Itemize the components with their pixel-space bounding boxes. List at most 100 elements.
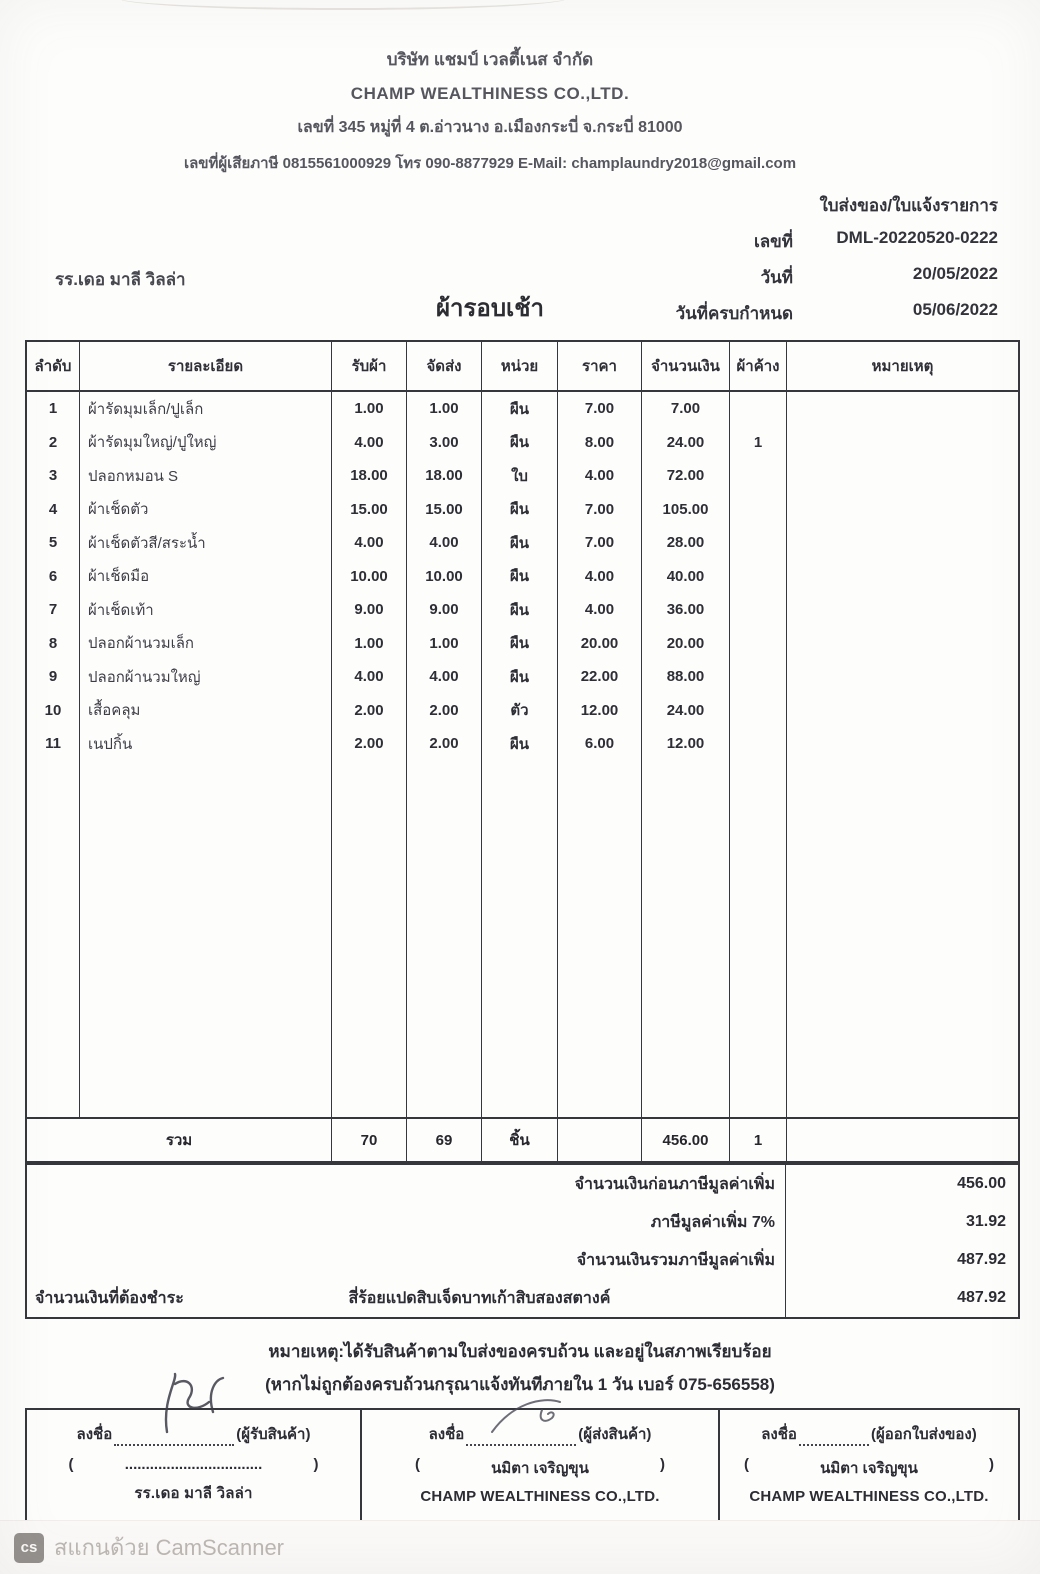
header-price: ราคา bbox=[558, 342, 642, 390]
paren-close: ) bbox=[659, 1456, 665, 1473]
row-unit: ผืน bbox=[482, 492, 558, 526]
table-row: 7 ผ้าเช็ดเท้า 9.00 9.00 ผืน 4.00 36.00 bbox=[27, 593, 1018, 627]
row-description: ผ้าเช็ดตัว bbox=[80, 492, 332, 526]
row-no: 10 bbox=[27, 693, 80, 727]
row-remark bbox=[787, 392, 1018, 426]
row-unit: ผืน bbox=[482, 526, 558, 560]
row-received: 1.00 bbox=[332, 626, 407, 660]
row-received: 2.00 bbox=[332, 727, 407, 761]
document-type: ใบส่งของ/ใบแจ้งรายการ bbox=[676, 192, 998, 219]
row-unit: ผืน bbox=[482, 626, 558, 660]
notes-block: หมายเหตุ:ได้รับสินค้าตามใบส่งของครบถ้วน … bbox=[0, 1338, 1040, 1404]
signer-name: นมิตา เจริญขุน bbox=[820, 1460, 918, 1477]
sign-label: ลงชื่อ bbox=[428, 1426, 465, 1443]
row-pending bbox=[730, 459, 787, 493]
signer-organization: CHAMP WEALTHINESS CO.,LTD. bbox=[420, 1488, 660, 1505]
signer-role: (ผู้รับสินค้า) bbox=[236, 1426, 311, 1443]
signature-box-receiver: ลงชื่อ (ผู้รับสินค้า) ( ................… bbox=[27, 1372, 362, 1520]
summary-total: จำนวนเงินรวมภาษีมูลค่าเพิ่ม 487.92 bbox=[27, 1241, 1018, 1279]
row-description: ผ้ารัดมุมเล็ก/ปูเล็ก bbox=[80, 392, 332, 426]
row-price: 8.00 bbox=[558, 425, 642, 459]
row-no: 9 bbox=[27, 660, 80, 694]
paren-open: ( bbox=[415, 1456, 420, 1473]
header-description: รายละเอียด bbox=[80, 342, 332, 390]
signer-organization: CHAMP WEALTHINESS CO.,LTD. bbox=[749, 1488, 989, 1505]
sign-label: ลงชื่อ bbox=[76, 1426, 113, 1443]
summary-vat: ภาษีมูลค่าเพิ่ม 7% 31.92 bbox=[27, 1203, 1018, 1241]
row-price: 4.00 bbox=[558, 459, 642, 493]
summary-payable: จำนวนเงินที่ต้องชำระ สี่ร้อยแปดสิบเจ็ดบา… bbox=[27, 1279, 1018, 1317]
total-received: 70 bbox=[332, 1119, 407, 1161]
vat-value: 31.92 bbox=[785, 1203, 1018, 1241]
row-delivered: 9.00 bbox=[407, 593, 482, 627]
row-received: 2.00 bbox=[332, 693, 407, 727]
company-tax-contact: เลขที่ผู้เสียภาษี 0815561000929 โทร 090-… bbox=[183, 155, 797, 172]
row-remark bbox=[787, 660, 1018, 694]
row-pending bbox=[730, 559, 787, 593]
summary-before-vat: จำนวนเงินก่อนภาษีมูลค่าเพิ่ม 456.00 bbox=[27, 1165, 1018, 1203]
signature-box-sender: ลงชื่อ (ผู้ส่งสินค้า) ( นมิตา เจริญขุน )… bbox=[362, 1399, 720, 1520]
header-no: ลำดับ bbox=[27, 342, 80, 390]
header-amount: จำนวนเงิน bbox=[642, 342, 730, 390]
sign-label: ลงชื่อ bbox=[761, 1426, 797, 1443]
row-no: 2 bbox=[27, 425, 80, 459]
row-delivered: 2.00 bbox=[407, 693, 482, 727]
table-row: 11 เนปกิ้น 2.00 2.00 ผืน 6.00 12.00 bbox=[27, 727, 1018, 761]
row-amount: 24.00 bbox=[642, 693, 730, 727]
row-amount: 7.00 bbox=[642, 392, 730, 426]
row-price: 4.00 bbox=[558, 559, 642, 593]
row-received: 4.00 bbox=[332, 425, 407, 459]
header-unit: หน่วย bbox=[482, 342, 558, 390]
amount-in-words: สี่ร้อยแปดสิบเจ็ดบาทเก้าสิบสองสตางค์ bbox=[348, 1289, 611, 1307]
row-amount: 36.00 bbox=[642, 593, 730, 627]
row-amount: 12.00 bbox=[642, 727, 730, 761]
before-vat-label: จำนวนเงินก่อนภาษีมูลค่าเพิ่ม bbox=[574, 1175, 775, 1193]
paren-close: ) bbox=[313, 1456, 319, 1473]
row-no: 4 bbox=[27, 492, 80, 526]
table-row: 10 เสื้อคลุม 2.00 2.00 ตัว 12.00 24.00 bbox=[27, 693, 1018, 727]
row-delivered: 3.00 bbox=[407, 425, 482, 459]
table-total-row: รวม 70 69 ชิ้น 456.00 1 bbox=[27, 1117, 1018, 1161]
row-pending bbox=[730, 526, 787, 560]
row-no: 5 bbox=[27, 526, 80, 560]
document-date-value: 20/05/2022 bbox=[912, 264, 998, 283]
row-no: 11 bbox=[27, 727, 80, 761]
document-due-label: วันที่ครบกำหนด bbox=[675, 304, 793, 323]
signer-name: ................................. bbox=[124, 1456, 263, 1473]
row-delivered: 10.00 bbox=[407, 559, 482, 593]
document-number-row: เลขที่ DML-20220520-0222 bbox=[676, 228, 998, 255]
signer-name: นมิตา เจริญขุน bbox=[491, 1460, 589, 1477]
row-amount: 28.00 bbox=[642, 526, 730, 560]
document-meta: ใบส่งของ/ใบแจ้งรายการ เลขที่ DML-2022052… bbox=[676, 192, 998, 336]
row-delivered: 4.00 bbox=[407, 660, 482, 694]
payable-value: 487.92 bbox=[785, 1279, 1018, 1317]
total-delivered: 69 bbox=[407, 1119, 482, 1161]
row-amount: 20.00 bbox=[642, 626, 730, 660]
row-description: ผ้ารัดมุมใหญ่/ปูใหญ่ bbox=[80, 425, 332, 459]
row-pending bbox=[730, 626, 787, 660]
camscanner-logo-icon: cs bbox=[14, 1532, 44, 1563]
document-date-row: วันที่ 20/05/2022 bbox=[676, 264, 998, 291]
paren-open: ( bbox=[68, 1456, 74, 1473]
row-amount: 105.00 bbox=[642, 492, 730, 526]
row-description: ปลอกผ้านวมใหญ่ bbox=[80, 660, 332, 694]
row-price: 7.00 bbox=[558, 526, 642, 560]
row-description: ปลอกหมอน S bbox=[80, 459, 332, 493]
header-pending: ผ้าค้าง bbox=[730, 342, 787, 390]
row-price: 7.00 bbox=[558, 392, 642, 426]
row-description: ผ้าเช็ดเท้า bbox=[80, 593, 332, 627]
row-description: เสื้อคลุม bbox=[80, 693, 332, 727]
document-due-row: วันที่ครบกำหนด 05/06/2022 bbox=[676, 300, 998, 327]
row-description: ปลอกผ้านวมเล็ก bbox=[80, 626, 332, 660]
row-delivered: 1.00 bbox=[407, 392, 482, 426]
row-no: 6 bbox=[27, 559, 80, 593]
total-pending: 1 bbox=[730, 1119, 787, 1161]
signer-role: (ผู้ออกใบส่งของ) bbox=[870, 1426, 977, 1443]
total-remark bbox=[787, 1119, 1018, 1161]
row-delivered: 18.00 bbox=[407, 459, 482, 493]
table-row: 5 ผ้าเช็ดตัวสี/สระน้ำ 4.00 4.00 ผืน 7.00… bbox=[27, 526, 1018, 560]
company-name-english: CHAMP WEALTHINESS CO.,LTD. bbox=[350, 84, 630, 103]
row-pending: 1 bbox=[730, 425, 787, 459]
signer-role: (ผู้ส่งสินค้า) bbox=[578, 1426, 652, 1443]
